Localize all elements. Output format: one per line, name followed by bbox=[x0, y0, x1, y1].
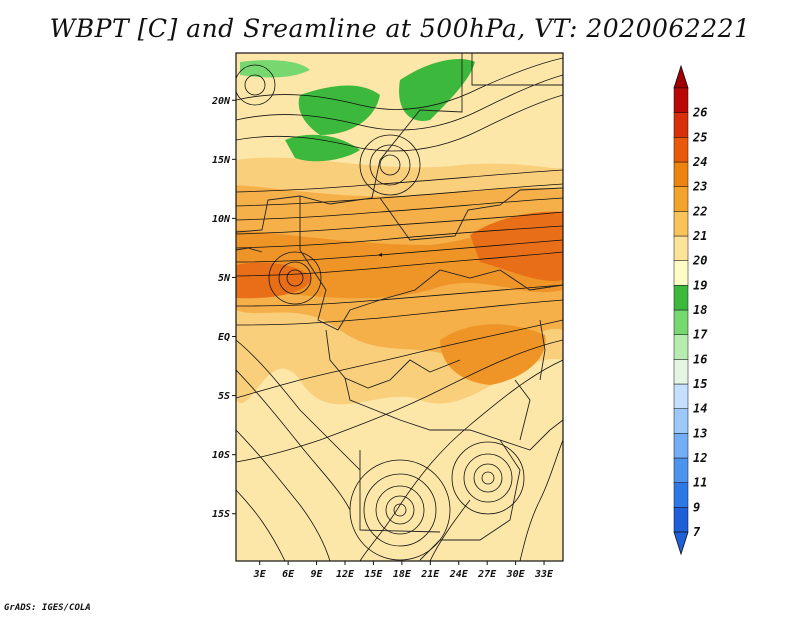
colorbar-label: 25 bbox=[692, 130, 707, 144]
lat-label: 15N bbox=[212, 155, 231, 166]
colorbar-segment bbox=[673, 359, 689, 385]
colorbar-segment bbox=[673, 260, 689, 286]
lon-label: 12E bbox=[336, 569, 355, 580]
lon-label: 15E bbox=[364, 569, 383, 580]
lat-label: 5S bbox=[218, 391, 230, 402]
colorbar-segment bbox=[673, 507, 689, 533]
country-borders bbox=[236, 53, 563, 561]
map-frame bbox=[235, 52, 564, 562]
colorbar-label: 26 bbox=[692, 106, 707, 120]
lon-label: 3E bbox=[253, 569, 267, 580]
chart-title: WBPT [C] and Sreamline at 500hPa, VT: 20… bbox=[49, 14, 751, 43]
warm-core-south bbox=[440, 324, 546, 385]
colorbar-label: 23 bbox=[692, 180, 707, 194]
lat-label: EQ bbox=[218, 332, 230, 343]
lon-label: 9E bbox=[311, 569, 324, 580]
colorbar-label: 18 bbox=[693, 303, 707, 317]
lon-label: 18E bbox=[393, 569, 412, 580]
colorbar-label: 13 bbox=[693, 426, 707, 440]
warm-core-west bbox=[236, 262, 311, 299]
lat-label: 20N bbox=[211, 96, 231, 107]
lon-label: 33E bbox=[534, 569, 554, 580]
south-field bbox=[236, 420, 563, 561]
colorbar-segment bbox=[673, 161, 689, 187]
colorbar-label: 20 bbox=[692, 254, 707, 268]
lat-label: 10N bbox=[212, 214, 231, 225]
colorbar-bottom-arrow bbox=[673, 531, 689, 556]
colorbar-segment bbox=[673, 137, 689, 163]
green-patch-2 bbox=[285, 134, 360, 162]
lon-label: 24E bbox=[449, 569, 469, 580]
colorbar-label: 24 bbox=[692, 155, 707, 169]
colorbar-label: 12 bbox=[693, 451, 707, 465]
longitude-axis: 3E 6E 9E 12E 15E 18E 21E 24E 27E 30E 33E bbox=[253, 561, 554, 580]
colorbar-segment bbox=[673, 309, 689, 335]
colorbar-label: 9 bbox=[693, 500, 700, 514]
lon-label: 30E bbox=[506, 569, 526, 580]
colorbar-segment bbox=[673, 334, 689, 360]
colorbar-segment bbox=[673, 433, 689, 459]
latitude-axis: 20N 15N 10N 5N EQ 5S 10S 15S bbox=[211, 96, 236, 520]
colorbar-segment bbox=[673, 112, 689, 138]
lon-label: 27E bbox=[477, 569, 497, 580]
green-patch-3 bbox=[240, 60, 310, 78]
colorbar-segment bbox=[673, 457, 689, 483]
colorbar-segment bbox=[673, 235, 689, 261]
colorbar-top-arrow bbox=[673, 64, 689, 89]
colorbar-label: 7 bbox=[693, 525, 701, 539]
lon-label: 6E bbox=[282, 569, 295, 580]
wbpt-field bbox=[236, 53, 563, 561]
lat-label: 5N bbox=[218, 273, 231, 284]
colorbar-segment bbox=[673, 186, 689, 212]
lon-label: 21E bbox=[420, 569, 440, 580]
colorbar-label: 11 bbox=[693, 476, 707, 490]
colorbar: 7 9 11 12 13 14 15 16 17 18 19 20 21 22 23 24 25 26 bbox=[673, 64, 708, 556]
colorbar-segment bbox=[673, 211, 689, 237]
colorbar-segment bbox=[673, 408, 689, 434]
colorbar-segment bbox=[673, 87, 689, 113]
green-patch-4 bbox=[399, 59, 475, 121]
green-patch-1 bbox=[298, 85, 380, 135]
north-band bbox=[236, 53, 563, 161]
colorbar-label: 16 bbox=[693, 352, 707, 366]
footer-credit: GrADS: IGES/COLA bbox=[4, 603, 91, 613]
colorbar-label: 22 bbox=[692, 204, 707, 218]
colorbar-label: 21 bbox=[692, 229, 707, 243]
lat-label: 10S bbox=[212, 450, 230, 461]
colorbar-segment bbox=[673, 482, 689, 508]
colorbar-label: 17 bbox=[693, 328, 708, 342]
colorbar-label: 15 bbox=[693, 377, 707, 391]
colorbar-label: 19 bbox=[693, 278, 707, 292]
lat-label: 15S bbox=[212, 509, 230, 520]
colorbar-segment bbox=[673, 383, 689, 409]
colorbar-label: 14 bbox=[693, 402, 707, 416]
warm-core-east bbox=[470, 211, 563, 281]
colorbar-segment bbox=[673, 285, 689, 311]
